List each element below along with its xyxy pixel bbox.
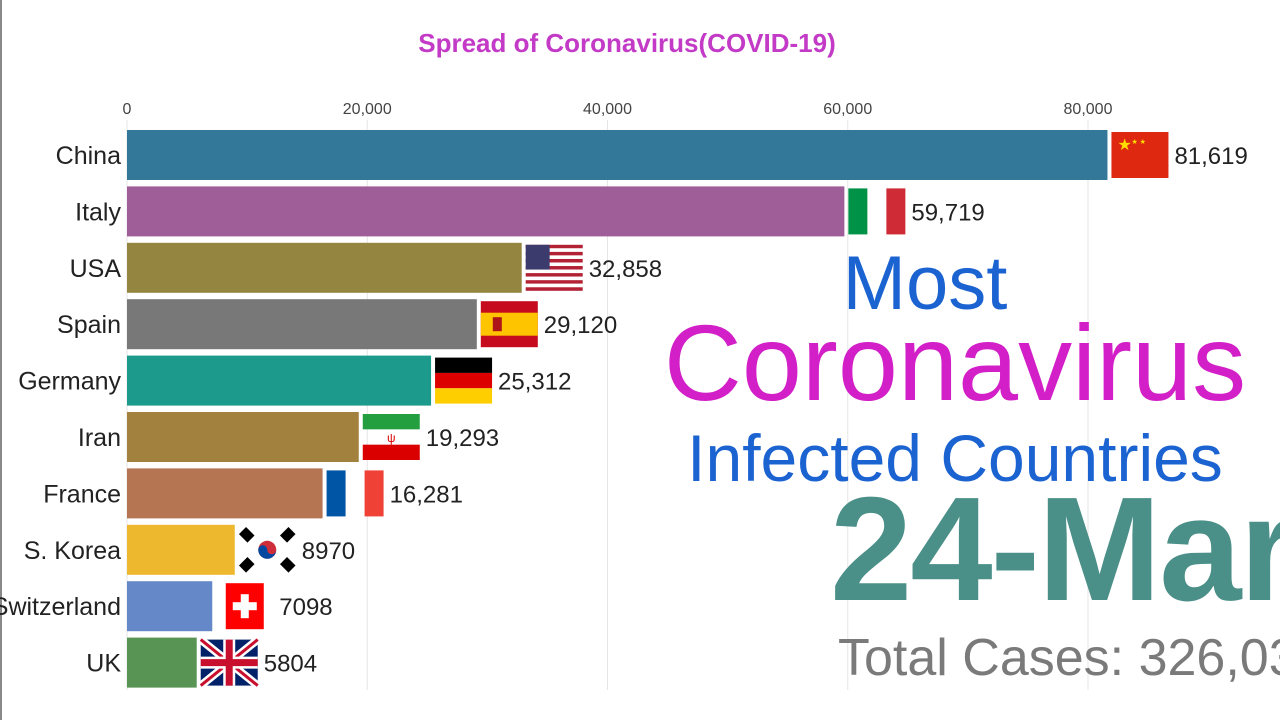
bar-china xyxy=(127,130,1108,180)
bar-s-korea xyxy=(127,524,235,575)
bar-france xyxy=(127,468,323,519)
value-label: 25,312 xyxy=(498,369,571,396)
bar-germany xyxy=(127,355,432,406)
value-label: 32,858 xyxy=(589,256,662,283)
svg-text:ψ: ψ xyxy=(387,431,396,445)
svg-text:★ ★: ★ ★ xyxy=(1131,138,1146,146)
x-tick-label: 80,000 xyxy=(1064,101,1113,118)
category-label: Iran xyxy=(78,424,121,452)
value-label: 8970 xyxy=(302,538,355,565)
category-label: China xyxy=(56,142,121,170)
value-label: 19,293 xyxy=(426,425,499,452)
category-label: UK xyxy=(86,650,121,678)
category-label: France xyxy=(43,480,121,508)
italy-flag-icon xyxy=(848,188,906,235)
overlay-infected-countries: Infected Countries xyxy=(687,421,1223,495)
value-label: 59,719 xyxy=(911,199,984,226)
germany-flag-icon xyxy=(435,357,493,404)
category-label: S. Korea xyxy=(24,537,121,565)
overlay-most: Most xyxy=(842,241,1008,326)
category-label: Spain xyxy=(57,311,121,339)
iran-flag-icon: ψ xyxy=(362,414,420,460)
category-label: Switzerland xyxy=(0,593,121,621)
bar-switzerland xyxy=(127,581,213,632)
category-label: USA xyxy=(70,255,122,283)
bar-iran xyxy=(127,412,359,462)
x-tick-label: 40,000 xyxy=(583,101,632,118)
value-label: 5804 xyxy=(264,651,317,678)
uk-flag-icon xyxy=(198,636,261,689)
bar-spain xyxy=(127,299,477,350)
svg-text:★: ★ xyxy=(1117,137,1131,154)
usa-flag-icon xyxy=(525,244,583,291)
current-date: 24-Mar xyxy=(830,467,1280,632)
value-label: 81,619 xyxy=(1174,143,1247,170)
value-label: 29,120 xyxy=(544,312,617,339)
value-label: 16,281 xyxy=(390,481,463,508)
france-flag-icon xyxy=(326,470,384,517)
category-label: Germany xyxy=(18,368,121,396)
bar-usa xyxy=(127,242,522,293)
overlay-coronavirus: Coronavirus xyxy=(663,302,1247,423)
x-tick-label: 60,000 xyxy=(823,101,872,118)
chart-title: Spread of Coronavirus(COVID-19) xyxy=(418,28,836,58)
spain-flag-icon xyxy=(480,301,538,348)
bar-italy xyxy=(127,186,845,237)
x-tick-label: 20,000 xyxy=(343,101,392,118)
category-label: Italy xyxy=(75,198,121,226)
value-label: 7098 xyxy=(279,594,332,621)
x-tick-label: 0 xyxy=(123,101,132,118)
switzerland-flag-icon xyxy=(225,583,264,630)
south-korea-flag-icon xyxy=(238,527,296,573)
china-flag-icon: ★ ★ ★ xyxy=(1111,132,1169,178)
bar-uk xyxy=(127,637,197,688)
total-cases: Total Cases: 326,036 xyxy=(838,629,1280,687)
